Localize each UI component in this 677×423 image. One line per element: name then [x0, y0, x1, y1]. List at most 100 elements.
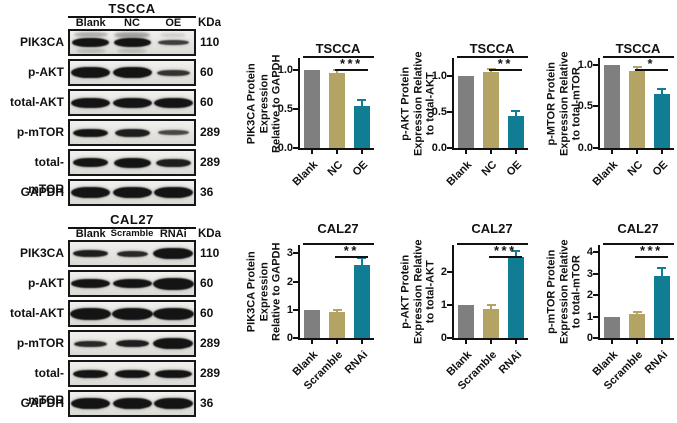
blot-lane-box [68, 89, 196, 116]
bar [483, 71, 499, 148]
protein-band [113, 38, 151, 47]
significance-stars: ** [497, 56, 513, 71]
protein-band [153, 187, 193, 198]
error-bar [514, 112, 517, 116]
error-bar [490, 306, 492, 309]
y-axis-label-line: to total-AKT [424, 260, 437, 324]
y-axis-label-line: p-AKT Protein [399, 254, 412, 329]
protein-band [154, 369, 192, 378]
bar [507, 115, 524, 148]
significance-line-pair [635, 69, 668, 71]
lane-label: NC [124, 17, 140, 29]
protein-band [153, 248, 194, 259]
bar [458, 304, 475, 338]
protein-band [111, 307, 153, 320]
bar [329, 72, 345, 148]
error-bar-cap [486, 67, 496, 70]
x-tick-mark [465, 150, 468, 154]
protein-label: GAPDH [20, 396, 64, 410]
error-bar-cap [632, 310, 642, 313]
x-tick-mark [360, 340, 363, 344]
error-bar [660, 269, 663, 276]
kda-value: 36 [200, 185, 214, 199]
background-smudge [114, 31, 150, 38]
y-axis-label-line: p-mTOR Protein [545, 249, 558, 334]
y-tick-mark [447, 303, 452, 306]
significance-stars: ** [343, 243, 359, 258]
protein-band [113, 157, 151, 168]
blot-lane-box [68, 390, 196, 417]
background-smudge [160, 32, 187, 37]
protein-label: total-AKT [10, 95, 64, 109]
bar [653, 276, 670, 338]
protein-label: total-mTOR [28, 366, 64, 407]
y-axis-label-line: Expression Relative [411, 239, 424, 345]
protein-band [116, 250, 148, 257]
kda-value: 289 [200, 336, 221, 350]
lane-label: OE [165, 17, 182, 29]
protein-band [71, 398, 111, 409]
background-smudge [75, 48, 106, 53]
y-tick-mark [293, 337, 298, 339]
lane-label: Scramble [110, 228, 154, 239]
x-tick-mark [660, 340, 663, 344]
y-tick-mark [447, 147, 452, 149]
title-underline [68, 227, 196, 229]
x-tick-mark [636, 150, 638, 154]
blot-lane-box [68, 179, 196, 206]
protein-label: total-mTOR [28, 155, 64, 196]
protein-band [112, 398, 152, 409]
protein-band [115, 340, 149, 347]
chart-tscca-pik3ca: TSCCA PIK3CA Protein Expression Relative to… [234, 0, 377, 211]
bar [329, 311, 345, 338]
protein-label: p-mTOR [16, 125, 64, 139]
y-tick-mark [593, 337, 598, 339]
chart-title: TSCCA [469, 41, 515, 56]
error-bar [360, 258, 363, 265]
error-bar-cap [332, 308, 342, 311]
y-tick-mark [593, 272, 598, 275]
y-tick-label: 1.0 [431, 70, 447, 82]
x-tick-mark [360, 150, 363, 154]
y-tick-label: 0 [586, 332, 593, 344]
protein-band [152, 307, 194, 320]
protein-band [157, 40, 189, 45]
protein-band [114, 128, 150, 137]
bar [604, 64, 621, 148]
y-tick-label: 1 [440, 298, 447, 311]
y-axis-label-line: to total-AKT [424, 72, 437, 136]
y-axis-label-line: Relative to GAPDH [270, 242, 283, 341]
bar [507, 256, 524, 338]
y-axis-label: p-AKT Protein Expression Relative to total… [399, 29, 437, 179]
protein-label: PIK3CA [19, 246, 64, 260]
blot-lane-box [68, 59, 196, 86]
kda-value: 60 [200, 276, 214, 290]
bar [304, 69, 321, 148]
significance-line-pair [635, 256, 668, 258]
significance-stars: *** [493, 243, 517, 258]
significance-line-span [603, 243, 674, 245]
y-axis-label-line: p-AKT Protein [399, 66, 412, 141]
y-tick-label: 1 [586, 310, 593, 323]
y-tick-mark [593, 147, 598, 149]
y-tick-mark [293, 252, 298, 255]
y-tick-mark [293, 107, 298, 110]
kda-value: 289 [200, 125, 221, 139]
x-tick-mark [311, 150, 314, 154]
y-tick-label: 3 [586, 267, 593, 280]
x-tick-mark [336, 150, 338, 154]
protein-band [73, 250, 109, 257]
significance-line-pair [489, 256, 522, 258]
x-tick-mark [636, 340, 638, 344]
y-tick-label: 3 [286, 247, 293, 260]
significance-line-span [457, 56, 528, 58]
significance-line-span [303, 243, 374, 245]
background-smudge [73, 32, 108, 37]
blot-lane-box [68, 240, 196, 267]
x-tick-mark [514, 340, 517, 344]
y-tick-mark [293, 147, 298, 149]
y-tick-label: 0.0 [431, 142, 447, 154]
protein-band [152, 277, 194, 290]
bar [629, 70, 645, 148]
protein-band [71, 67, 111, 78]
